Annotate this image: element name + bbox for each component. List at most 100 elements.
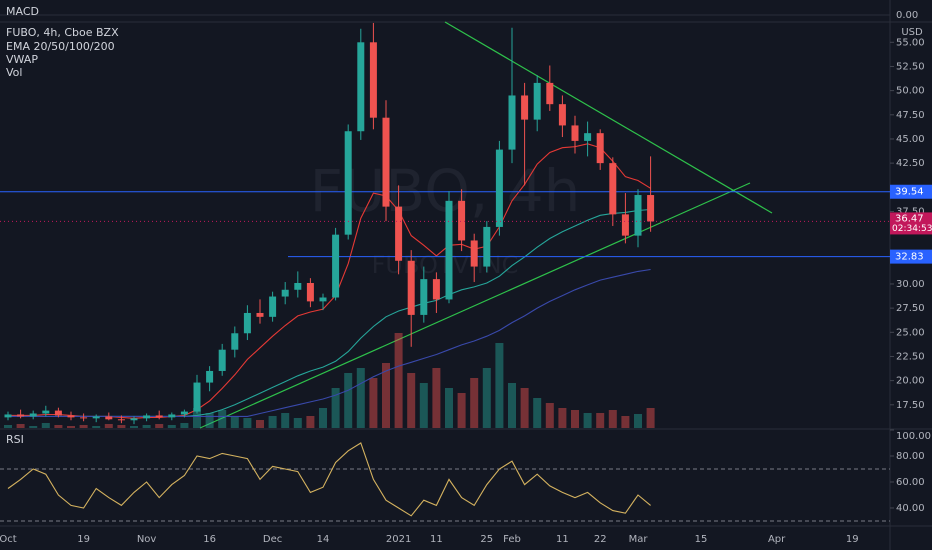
candle-body <box>558 104 566 126</box>
candle-body <box>54 410 62 416</box>
y-tick-label: 45.00 <box>896 134 925 145</box>
volume-bar <box>331 388 340 428</box>
volume-bar <box>117 425 126 428</box>
volume-bar <box>218 410 227 428</box>
y-tick-label: 42.50 <box>896 158 925 169</box>
volume-bar <box>508 383 516 428</box>
volume-bar <box>281 413 290 428</box>
volume-bar <box>193 408 201 428</box>
candle-body <box>218 349 226 371</box>
rsi-tick-label: 60.00 <box>896 477 925 488</box>
volume-bar <box>621 416 630 428</box>
y-tick-label: 47.50 <box>896 110 925 121</box>
volume-bar <box>344 373 353 428</box>
volume-bar <box>596 413 605 428</box>
candle-body <box>256 312 264 317</box>
countdown-label: 02:34:53 <box>892 224 932 234</box>
candle-body <box>596 133 604 164</box>
candle-body <box>67 415 75 418</box>
x-tick-label: 11 <box>556 534 569 545</box>
x-tick-label: 2021 <box>386 534 411 545</box>
rsi-line <box>7 442 651 517</box>
y-tick-label: 20.00 <box>896 376 925 387</box>
candle-body <box>546 82 554 105</box>
candle-body <box>584 133 592 141</box>
candle-body <box>571 125 579 141</box>
candle-body <box>92 416 100 419</box>
candle-body <box>344 131 352 235</box>
candle-body <box>42 410 50 414</box>
candle-body <box>206 370 214 383</box>
x-tick-label: 15 <box>695 534 708 545</box>
y-tick-label: 25.00 <box>896 327 925 338</box>
volume-bar <box>533 398 542 428</box>
volume-bar <box>180 423 189 428</box>
x-tick-label: 25 <box>480 534 493 545</box>
candle-body <box>269 296 277 317</box>
candle-body <box>395 206 403 261</box>
level-tag-label: 32.83 <box>895 252 924 263</box>
volume-bar <box>155 424 164 428</box>
candle-body <box>80 417 88 419</box>
volume-bar <box>230 416 239 428</box>
volume-bar <box>394 333 403 428</box>
level-tag <box>890 184 932 199</box>
y-tick-label: 30.00 <box>896 279 925 290</box>
candle-body <box>294 283 302 290</box>
rsi-tick-label: 80.00 <box>896 451 925 462</box>
candle-body <box>609 163 617 215</box>
candle-body <box>168 414 176 418</box>
y-tick-label: 27.50 <box>896 303 925 314</box>
trendline[interactable] <box>444 21 773 214</box>
volume-bar <box>608 410 617 428</box>
volume-bar <box>369 378 378 428</box>
volume-bar <box>142 425 151 428</box>
candle-body <box>105 416 113 420</box>
volume-bar <box>319 408 327 428</box>
candle-body <box>117 419 125 421</box>
trendline[interactable] <box>199 182 751 429</box>
legend-item: VWAP <box>6 53 38 66</box>
candle-body <box>29 413 37 417</box>
volume-bar <box>520 388 529 428</box>
volume-bar <box>583 413 592 428</box>
legend-item: EMA 20/50/100/200 <box>6 40 115 53</box>
volume-bar <box>407 373 416 428</box>
candle-body <box>458 200 466 241</box>
last-price-label: 36.47 <box>895 213 924 224</box>
currency-label: USD <box>901 27 923 38</box>
candle-body <box>143 415 151 419</box>
level-tag-label: 39.54 <box>895 187 924 198</box>
candle-body <box>281 289 289 297</box>
candle-body <box>647 195 655 222</box>
candle-body <box>155 415 163 418</box>
candle-body <box>508 95 516 150</box>
y-tick-label: 17.50 <box>896 400 925 411</box>
candle-body <box>17 414 25 417</box>
ema-line <box>8 268 651 417</box>
volume-bar <box>382 363 390 428</box>
x-tick-label: 19 <box>77 534 90 545</box>
y-tick-label: 50.00 <box>896 86 925 97</box>
volume-bar <box>495 343 504 428</box>
rsi-label: RSI <box>6 433 24 446</box>
volume-bar <box>293 418 302 428</box>
plot: 55.00 52.50 50.00 47.50 45.00 42.50 37.50 30.00… <box>0 10 932 545</box>
volume-bar <box>445 388 453 428</box>
x-tick-label: 14 <box>317 534 330 545</box>
x-tick-label: Feb <box>503 534 521 545</box>
volume-bar <box>54 425 63 428</box>
volume-bar <box>243 418 252 428</box>
candle-body <box>306 283 314 302</box>
candle-body <box>332 234 340 298</box>
watermark: FUBO, 4h FUBOTV INC <box>310 157 581 279</box>
volume-bar <box>29 426 38 428</box>
candle-body <box>4 414 12 418</box>
volume-bar <box>306 416 315 428</box>
volume-bar <box>571 410 579 428</box>
y-tick-label: 55.00 <box>896 37 925 48</box>
candle-body <box>634 195 642 236</box>
rsi-tick-label: 100.00 <box>896 431 931 442</box>
x-tick-label: Apr <box>768 534 786 545</box>
